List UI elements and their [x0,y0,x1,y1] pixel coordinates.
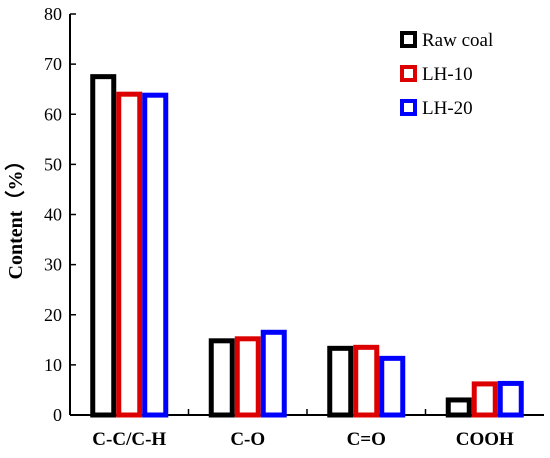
bar [497,380,524,418]
y-tick-label: 60 [44,104,62,124]
legend-swatch [400,65,417,82]
legend-label: LH-20 [422,98,473,119]
y-tick-label: 70 [44,54,62,74]
y-axis: 0 10 20 30 40 50 60 70 80 [44,4,76,425]
bar [471,381,498,418]
bar [327,345,354,418]
y-tick-label: 30 [44,255,62,275]
x-category-label: C-O [230,429,265,450]
legend-swatch [400,31,417,48]
legend-label: Raw coal [422,30,493,51]
y-tick-label: 20 [44,305,62,325]
bar [90,74,117,418]
bar [353,344,380,418]
y-tick-label: 10 [44,355,62,375]
bar [142,92,169,418]
y-tick-label: 40 [44,205,62,225]
x-category-label: COOH [456,429,514,450]
bars [90,74,524,418]
bar [234,336,261,418]
bar [260,329,287,418]
bar [208,338,235,418]
legend-swatch [400,99,417,116]
bar [379,355,406,418]
x-category-label: C=O [347,429,386,450]
legend-label: LH-10 [422,64,473,85]
y-tick-label: 80 [44,4,62,24]
y-tick-label: 0 [53,405,62,425]
bar [445,397,472,418]
x-category-label: C-C/C-H [92,429,166,450]
bar [116,91,143,418]
y-axis-title: Content（%） [4,151,27,280]
legend: Raw coal LH-10 LH-20 [400,30,493,119]
y-tick-label: 50 [44,154,62,174]
